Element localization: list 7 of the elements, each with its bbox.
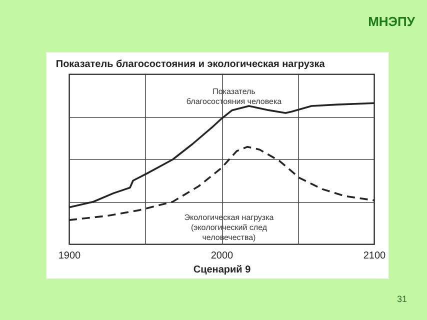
x-tick-label: 2000 bbox=[210, 250, 234, 262]
text: МНЭПУ bbox=[368, 14, 415, 29]
text: 31 bbox=[396, 294, 407, 304]
x-axis-title: Сценарий 9 bbox=[193, 264, 252, 276]
chart-title: Показатель благосостояния и экологическая нагрузка bbox=[56, 59, 326, 70]
x-tick-label: 2100 bbox=[363, 250, 386, 262]
x-tick-label: 1900 bbox=[58, 250, 82, 262]
